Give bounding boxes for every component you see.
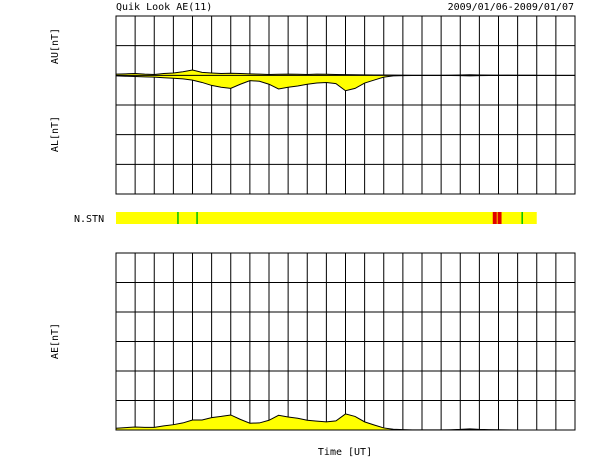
au-axis-label: AU[nT]: [50, 28, 61, 64]
nstn-bar: N.STN: [74, 212, 537, 225]
al-axis-label: AL[nT]: [50, 116, 61, 152]
plot-frame: [115, 252, 576, 431]
x-axis-label: Time [UT]: [318, 447, 372, 458]
nstn-red-mark: [492, 212, 497, 224]
nstn-green-mark: [177, 212, 179, 224]
ae-panel: AE[nT] Time [UT]: [50, 252, 576, 458]
date-range: 2009/01/06-2009/01/07: [448, 2, 574, 13]
nstn-bar-fill: [116, 212, 537, 224]
nstn-green-mark: [196, 212, 198, 224]
chart-title: Quik Look AE(11): [116, 2, 212, 13]
nstn-red-mark: [497, 212, 502, 224]
plot-frame: [115, 15, 576, 195]
nstn-green-mark: [521, 212, 523, 224]
au-al-panel: AU[nT] AL[nT]: [50, 15, 576, 195]
ae-axis-label: AE[nT]: [50, 323, 61, 359]
series-line-ae: [115, 413, 537, 431]
nstn-label: N.STN: [74, 214, 104, 225]
